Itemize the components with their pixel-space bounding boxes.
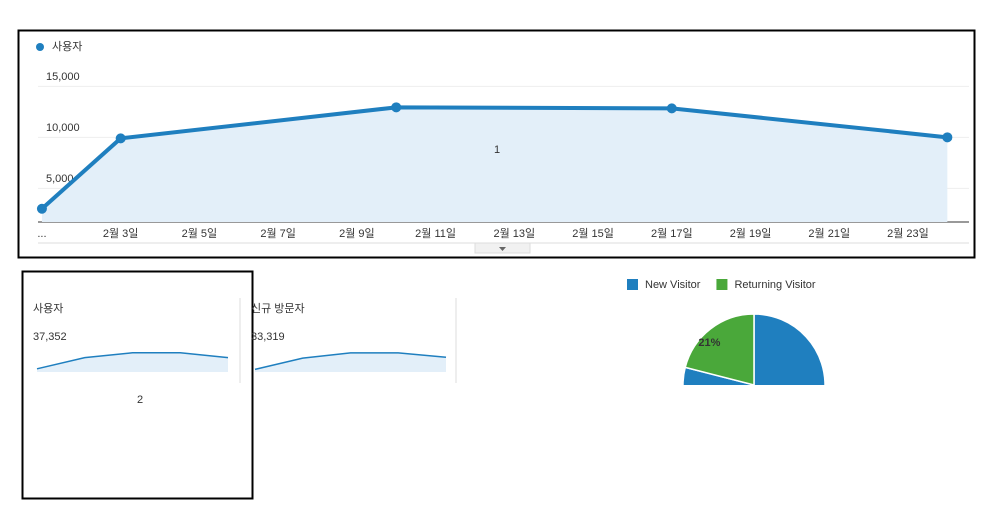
- point: [942, 132, 953, 143]
- x-tick-label: 2월 13일: [493, 226, 535, 240]
- sparkline: [36, 352, 229, 370]
- scorecard-value: 37,352: [33, 331, 67, 343]
- x-tick-label: 2월 11일: [415, 226, 456, 240]
- x-tick-label: 2월 23일: [887, 226, 929, 240]
- slice-label: 21%: [698, 337, 720, 349]
- x-tick-label: 2월 7일: [260, 226, 296, 240]
- x-tick-label: 2월 19일: [730, 226, 772, 240]
- legend-label: 사용자: [52, 40, 82, 53]
- expand-arrow[interactable]: [499, 247, 506, 251]
- box-1: [17, 29, 976, 259]
- sparkline: [254, 352, 447, 371]
- legend-swatch: [627, 279, 638, 290]
- x-tick-label: ...: [37, 228, 46, 240]
- point: [115, 133, 126, 144]
- legend-marker: [36, 43, 44, 51]
- point: [666, 103, 677, 114]
- annotation: 1: [494, 144, 500, 156]
- area: [41, 107, 948, 222]
- box-2: [21, 270, 254, 500]
- x-tick-label: 2월 5일: [182, 226, 218, 240]
- scorecard-label: 신규 방문자: [251, 302, 305, 315]
- scorecard-value: 33,319: [251, 331, 285, 343]
- point: [36, 203, 47, 214]
- slice: [684, 313, 755, 385]
- legend-label: New Visitor: [645, 279, 701, 291]
- x-tick-label: 2월 17일: [651, 226, 693, 240]
- y-tick-label: 10,000: [46, 122, 80, 134]
- y-tick-label: 15,000: [46, 71, 80, 83]
- x-tick-label: 2월 21일: [808, 226, 850, 240]
- x-tick-label: 2월 9일: [339, 226, 375, 240]
- scorecard-label: 사용자: [33, 302, 63, 315]
- legend-label: Returning Visitor: [734, 279, 815, 291]
- annotation: 2: [137, 394, 143, 406]
- sparkline-area: [37, 352, 228, 372]
- point: [391, 102, 402, 113]
- x-tick-label: 2월 3일: [103, 226, 139, 240]
- x-tick-label: 2월 15일: [572, 226, 614, 240]
- pie: [682, 313, 826, 385]
- sparkline-area: [255, 352, 446, 372]
- y-tick-label: 5,000: [46, 173, 74, 185]
- legend-swatch: [716, 279, 728, 290]
